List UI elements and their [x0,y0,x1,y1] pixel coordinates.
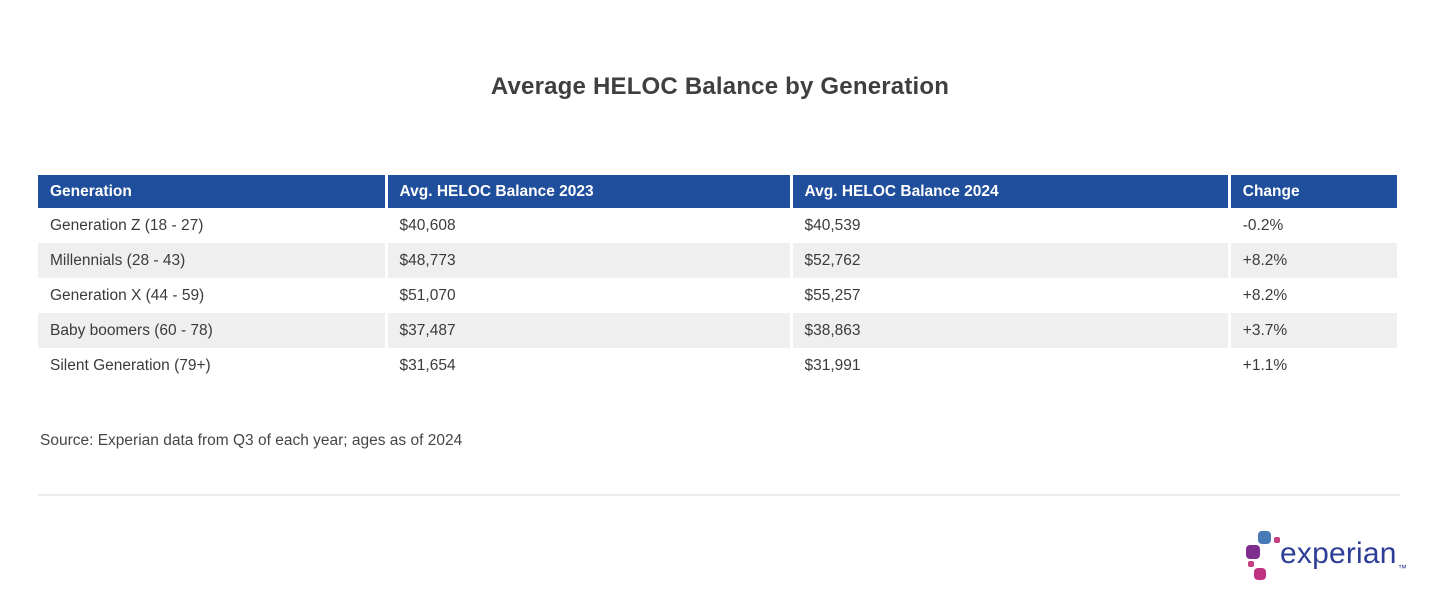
col-header-balance-2024: Avg. HELOC Balance 2024 [789,175,1228,208]
table-row: Generation Z (18 - 27) $40,608 $40,539 -… [38,208,1397,243]
cell-generation: Baby boomers (60 - 78) [38,313,385,348]
trademark-symbol: ™ [1397,563,1407,573]
cell-balance-2023: $48,773 [384,243,790,278]
logo-square-pink-icon [1248,561,1254,567]
table-container: Generation Avg. HELOC Balance 2023 Avg. … [38,175,1397,383]
cell-change: +3.7% [1227,313,1397,348]
logo-square-blue-icon [1258,531,1271,544]
cell-change: +1.1% [1227,348,1397,383]
divider-line [38,494,1400,496]
experian-wordmark-text: experian [1280,537,1397,570]
cell-balance-2023: $51,070 [384,278,790,313]
cell-balance-2024: $55,257 [789,278,1228,313]
heloc-balance-table: Generation Avg. HELOC Balance 2023 Avg. … [38,175,1397,383]
experian-logo-mark-icon [1246,530,1280,580]
cell-generation: Silent Generation (79+) [50,356,211,374]
logo-square-magenta-icon [1254,568,1266,580]
cell-balance-2023: $31,654 [384,348,790,383]
cell-balance-2023: $40,608 [384,208,790,243]
cell-generation: Millennials (28 - 43) [38,243,385,278]
table-row: Baby boomers (60 - 78) $37,487 $38,863 +… [38,313,1397,348]
experian-wordmark: experian™ [1280,537,1407,577]
table-row: Generation X (44 - 59) $51,070 $55,257 +… [38,278,1397,313]
cell-generation: Generation X (44 - 59) [50,286,205,304]
col-header-change: Change [1227,175,1397,208]
cell-change: +8.2% [1227,243,1397,278]
cell-balance-2024: $40,539 [789,208,1228,243]
cell-balance-2023: $37,487 [384,313,790,348]
logo-square-pink-icon [1274,537,1280,543]
table-header-row: Generation Avg. HELOC Balance 2023 Avg. … [38,175,1397,208]
page-title: Average HELOC Balance by Generation [490,73,950,100]
cell-balance-2024: $52,762 [789,243,1228,278]
table-row: Millennials (28 - 43) $48,773 $52,762 +8… [38,243,1397,278]
logo-square-purple-icon [1246,545,1260,559]
col-header-generation: Generation [38,175,385,208]
source-note: Source: Experian data from Q3 of each ye… [40,432,463,449]
col-header-balance-2023: Avg. HELOC Balance 2023 [384,175,790,208]
cell-change: +8.2% [1227,278,1397,313]
cell-balance-2024: $38,863 [789,313,1228,348]
experian-logo: experian™ [1246,524,1407,590]
cell-balance-2024: $31,991 [789,348,1228,383]
table-row: Silent Generation (79+) $31,654 $31,991 … [38,348,1397,383]
cell-change: -0.2% [1227,208,1397,243]
cell-generation: Generation Z (18 - 27) [50,216,204,234]
